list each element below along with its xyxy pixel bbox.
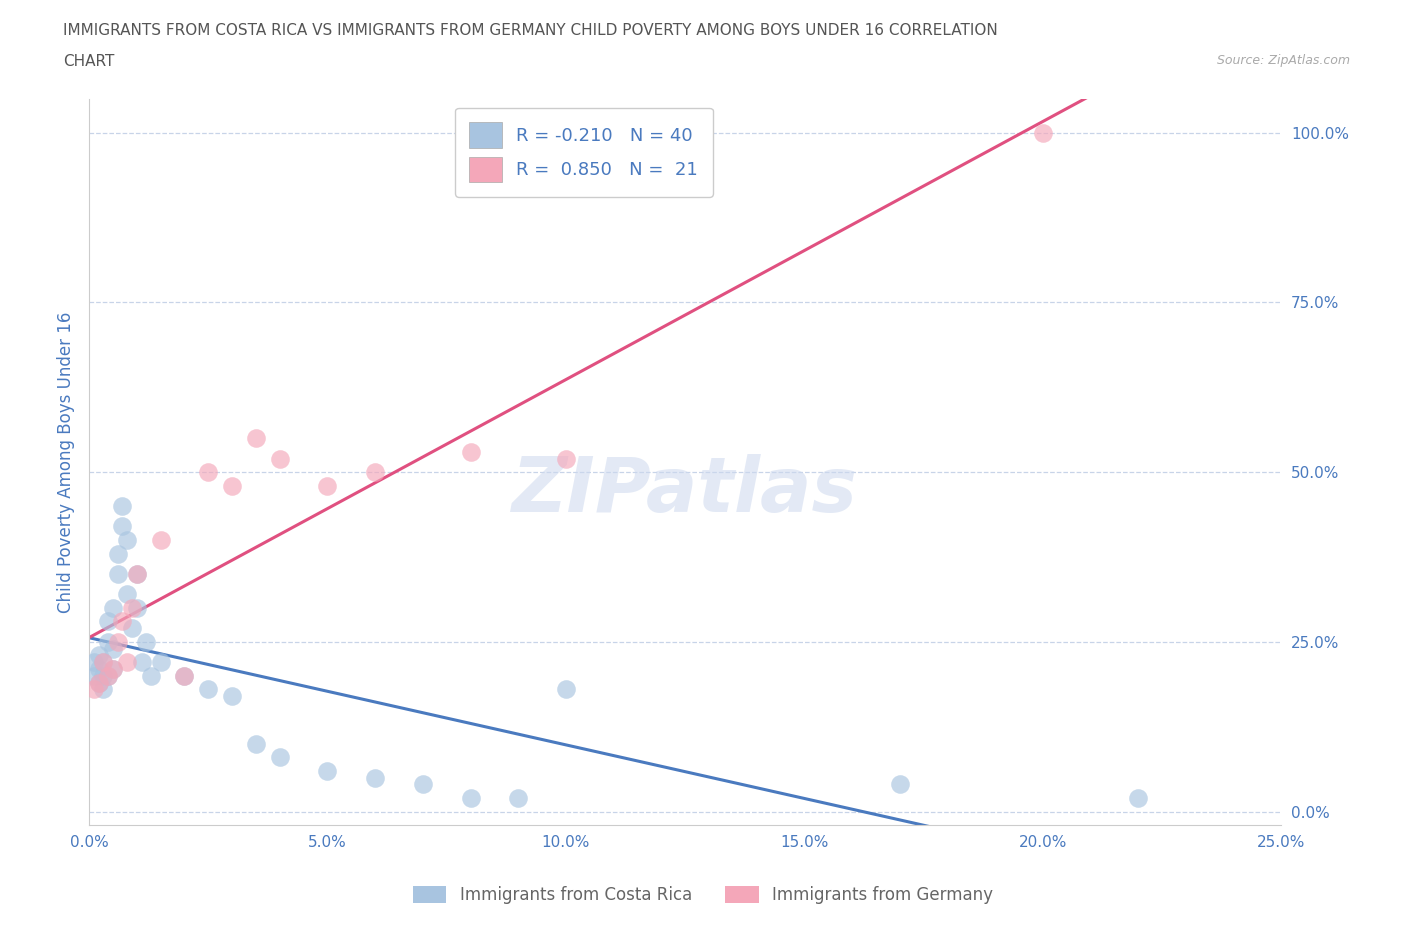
Text: IMMIGRANTS FROM COSTA RICA VS IMMIGRANTS FROM GERMANY CHILD POVERTY AMONG BOYS U: IMMIGRANTS FROM COSTA RICA VS IMMIGRANTS… bbox=[63, 23, 998, 38]
Point bbox=[115, 655, 138, 670]
Point bbox=[149, 533, 172, 548]
Point bbox=[97, 614, 120, 629]
Point bbox=[460, 790, 482, 805]
Point bbox=[173, 669, 195, 684]
Point bbox=[93, 682, 115, 697]
Point bbox=[97, 634, 120, 649]
Point bbox=[364, 770, 387, 785]
Point bbox=[125, 566, 148, 581]
Point bbox=[101, 661, 124, 676]
Point bbox=[221, 478, 243, 493]
Point bbox=[87, 648, 110, 663]
Point bbox=[111, 614, 134, 629]
Text: Source: ZipAtlas.com: Source: ZipAtlas.com bbox=[1216, 54, 1350, 67]
Point bbox=[149, 655, 172, 670]
Point bbox=[101, 661, 124, 676]
Point bbox=[111, 498, 134, 513]
Point bbox=[316, 764, 339, 778]
Point bbox=[554, 451, 576, 466]
Point bbox=[97, 669, 120, 684]
Point bbox=[93, 655, 115, 670]
Point bbox=[107, 546, 129, 561]
Point bbox=[139, 669, 162, 684]
Point bbox=[554, 682, 576, 697]
Point bbox=[364, 465, 387, 480]
Point bbox=[1126, 790, 1149, 805]
Point bbox=[197, 465, 219, 480]
Point bbox=[125, 566, 148, 581]
Point bbox=[1032, 126, 1054, 140]
Point bbox=[107, 566, 129, 581]
Point bbox=[111, 519, 134, 534]
Point bbox=[221, 689, 243, 704]
Point bbox=[173, 669, 195, 684]
Point bbox=[83, 669, 105, 684]
Point bbox=[460, 445, 482, 459]
Point bbox=[269, 451, 291, 466]
Point bbox=[87, 661, 110, 676]
Point bbox=[889, 777, 911, 791]
Point bbox=[135, 634, 157, 649]
Point bbox=[121, 601, 143, 616]
Point bbox=[125, 601, 148, 616]
Point bbox=[131, 655, 153, 670]
Point bbox=[83, 682, 105, 697]
Point bbox=[412, 777, 434, 791]
Point bbox=[87, 675, 110, 690]
Point bbox=[269, 750, 291, 764]
Point bbox=[115, 533, 138, 548]
Y-axis label: Child Poverty Among Boys Under 16: Child Poverty Among Boys Under 16 bbox=[58, 312, 75, 613]
Text: CHART: CHART bbox=[63, 54, 115, 69]
Point bbox=[107, 634, 129, 649]
Point bbox=[245, 431, 267, 445]
Legend: R = -0.210   N = 40, R =  0.850   N =  21: R = -0.210 N = 40, R = 0.850 N = 21 bbox=[456, 108, 713, 197]
Point bbox=[101, 601, 124, 616]
Point bbox=[97, 669, 120, 684]
Point bbox=[245, 737, 267, 751]
Point bbox=[508, 790, 530, 805]
Text: ZIPatlas: ZIPatlas bbox=[512, 454, 858, 528]
Point bbox=[197, 682, 219, 697]
Legend: Immigrants from Costa Rica, Immigrants from Germany: Immigrants from Costa Rica, Immigrants f… bbox=[406, 879, 1000, 910]
Point bbox=[115, 587, 138, 602]
Point bbox=[121, 621, 143, 636]
Point bbox=[93, 655, 115, 670]
Point bbox=[87, 675, 110, 690]
Point bbox=[83, 655, 105, 670]
Point bbox=[316, 478, 339, 493]
Point bbox=[101, 641, 124, 656]
Point bbox=[93, 669, 115, 684]
